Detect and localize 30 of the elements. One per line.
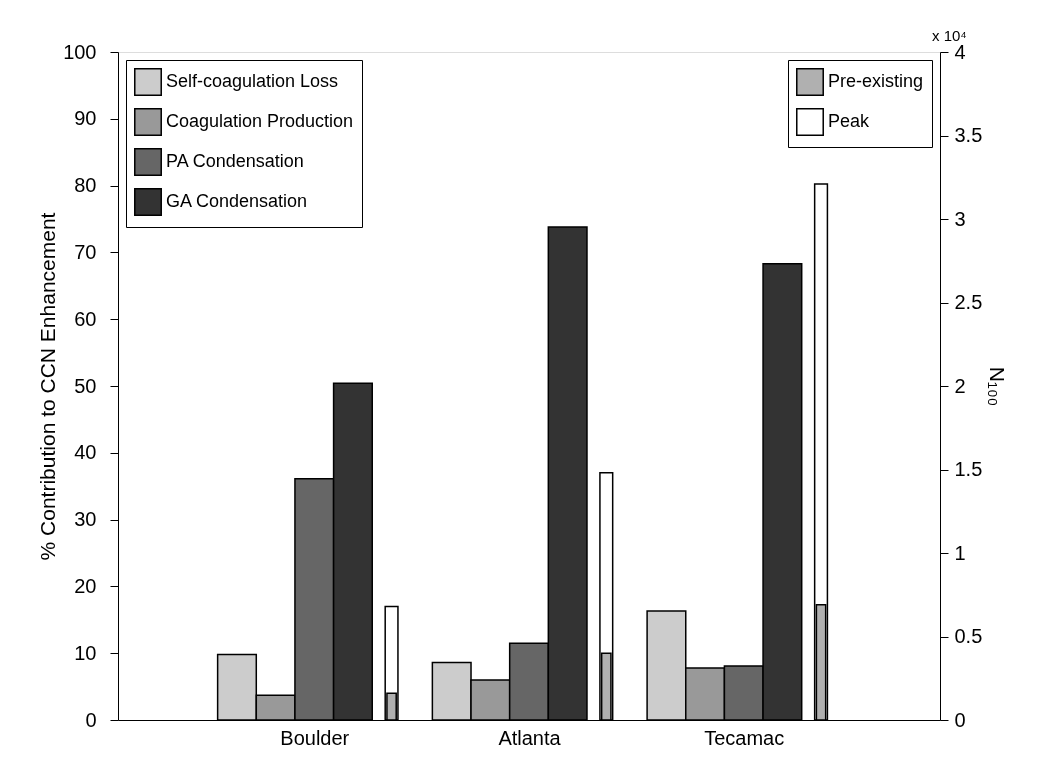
y2-tick-label: 3.5 bbox=[954, 124, 983, 146]
y-tick-label: 30 bbox=[74, 508, 97, 531]
y2-axis-title: N₁₀₀ bbox=[986, 366, 1010, 407]
legend-label: PA Condensation bbox=[166, 151, 304, 171]
y-tick-label: 20 bbox=[74, 574, 97, 597]
y2-tick-label: 0.5 bbox=[954, 625, 983, 647]
x-tick-label: Tecamac bbox=[704, 726, 785, 749]
y-tick-label: 90 bbox=[74, 107, 97, 130]
y2-tick-label: 2 bbox=[954, 374, 966, 397]
legend-label: Pre-existing bbox=[828, 71, 924, 91]
y-tick-label: 0 bbox=[85, 708, 97, 731]
y-tick-label: 50 bbox=[74, 374, 97, 397]
y2-tick-label: 1.5 bbox=[954, 458, 983, 480]
y-tick-label: 70 bbox=[74, 240, 97, 263]
y-tick-label: 10 bbox=[74, 641, 97, 664]
y2-tick-label: 3 bbox=[954, 207, 966, 230]
y-tick-label: 60 bbox=[74, 307, 97, 330]
x-tick-label: Atlanta bbox=[498, 726, 562, 749]
y-axis-title: % Contribution to CCN Enhancement bbox=[36, 212, 60, 561]
y-tick-label: 100 bbox=[63, 40, 97, 63]
legend-label: Peak bbox=[828, 111, 871, 131]
y-tick-label: 80 bbox=[74, 174, 97, 197]
y-tick-label: 40 bbox=[74, 441, 97, 464]
y2-tick-label: 1 bbox=[954, 541, 966, 564]
legend-label: Coagulation Production bbox=[166, 111, 354, 131]
y2-tick-label: 2.5 bbox=[954, 291, 983, 313]
y2-tick-label: 0 bbox=[954, 708, 966, 731]
legend-label: GA Condensation bbox=[166, 191, 308, 211]
x-tick-label: Boulder bbox=[280, 726, 350, 749]
legend-label: Self-coagulation Loss bbox=[166, 71, 339, 91]
